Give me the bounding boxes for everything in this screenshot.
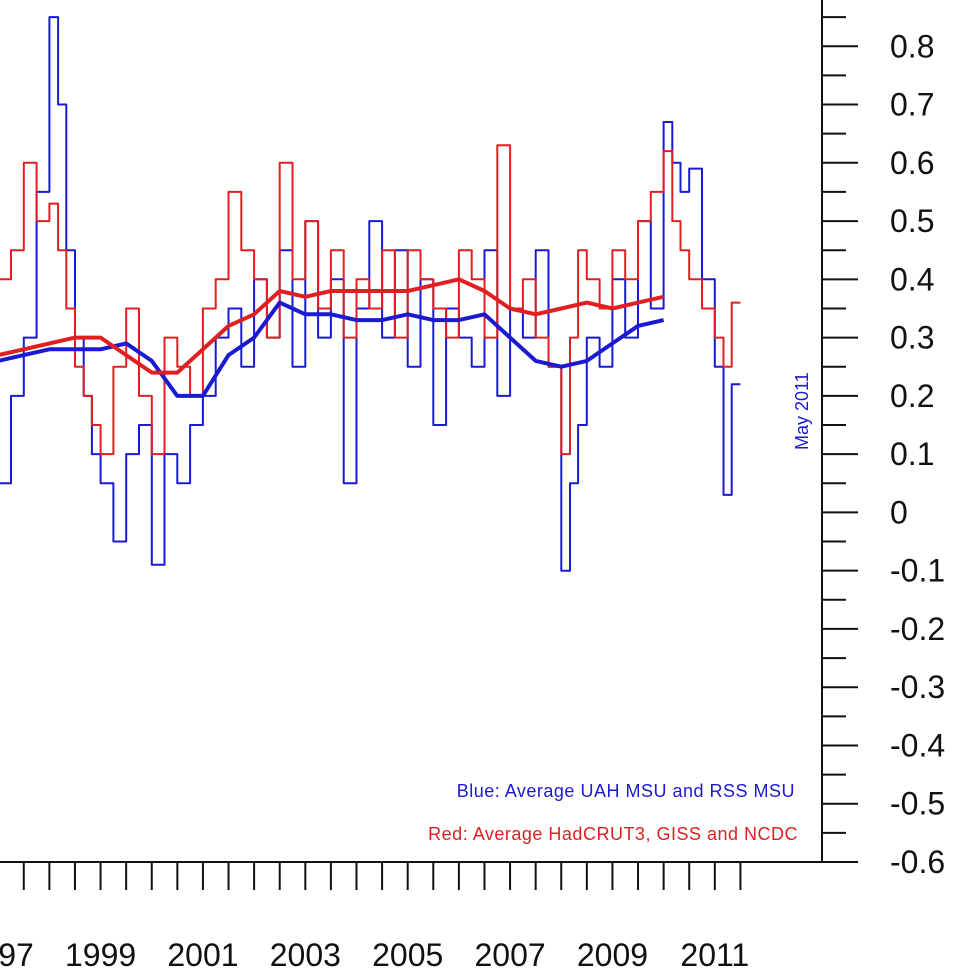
date-annotation: May 2011 — [792, 372, 812, 450]
x-tick-label: 1997 — [0, 937, 34, 973]
y-tick-label: -0.4 — [890, 727, 945, 763]
y-tick-label: 0.8 — [890, 28, 934, 64]
x-tick-label: 1999 — [65, 937, 136, 973]
y-tick-label: -0.1 — [890, 553, 945, 589]
legend-blue: Blue: Average UAH MSU and RSS MSU — [457, 781, 795, 801]
y-tick-label: -0.6 — [890, 844, 945, 880]
y-tick-label: 0.6 — [890, 145, 934, 181]
x-tick-label: 2003 — [270, 937, 341, 973]
series-layer — [0, 16, 741, 572]
x-tick-label: 2011 — [680, 937, 749, 973]
legend-red: Red: Average HadCRUT3, GISS and NCDC — [428, 824, 798, 844]
y-tick-label: -0.2 — [890, 611, 945, 647]
y-tick-label: 0.1 — [890, 436, 934, 472]
x-axis-ticks: 1997 1999 2001 2003 2005 2007 2009 2011 — [0, 862, 749, 973]
y-tick-label: 0.4 — [890, 261, 934, 297]
series-line-2 — [0, 300, 665, 398]
y-tick-label: 0.3 — [890, 320, 934, 356]
x-tick-label: 2001 — [167, 937, 238, 973]
y-tick-label: 0.5 — [890, 203, 934, 239]
y-tick-label: 0 — [890, 494, 908, 530]
y-axis-ticks: 0.9 0.8 0.7 0.6 0.5 0.4 0.3 0.2 0.1 0 -0.1 -0.2 -0.3… — [822, 0, 945, 880]
axes — [0, 0, 823, 863]
x-tick-label: 2009 — [577, 937, 648, 973]
y-tick-label: 0.9 — [890, 0, 934, 6]
y-tick-label: -0.5 — [890, 786, 945, 822]
x-tick-label: 2005 — [372, 937, 443, 973]
x-tick-label: 2007 — [474, 937, 545, 973]
y-tick-label: -0.3 — [890, 669, 945, 705]
y-tick-label: 0.2 — [890, 378, 934, 414]
series-line-3 — [0, 277, 665, 375]
series-line-1 — [0, 144, 741, 456]
y-tick-label: 0.7 — [890, 87, 934, 123]
